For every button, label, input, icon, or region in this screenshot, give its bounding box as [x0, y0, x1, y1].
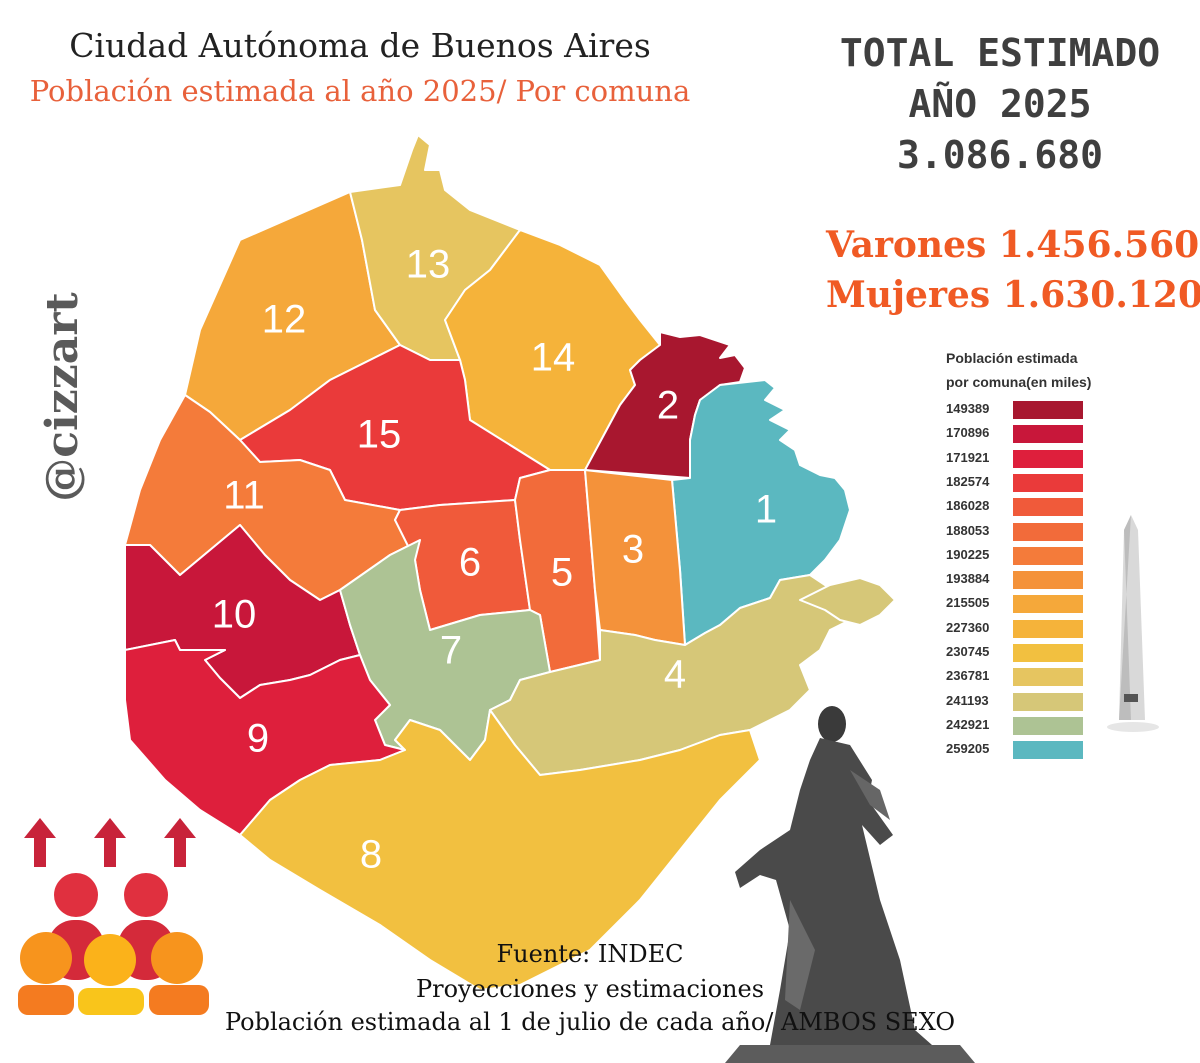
legend-value: 236781 — [946, 668, 990, 684]
legend-value: 190225 — [946, 546, 990, 562]
obelisk-icon — [1107, 515, 1159, 732]
legend-item: 230745 — [946, 641, 1086, 665]
comuna-label-3: 3 — [622, 528, 644, 572]
legend-item: 149389 — [946, 398, 1086, 422]
total-label: TOTAL ESTIMADO — [839, 31, 1161, 75]
comuna-label-7: 7 — [440, 629, 462, 673]
legend-swatch — [1013, 425, 1083, 444]
legend-value: 259205 — [946, 741, 990, 757]
legend-item: 215505 — [946, 592, 1086, 616]
total-value: 3.086.680 — [897, 133, 1103, 177]
legend-item: 188053 — [946, 520, 1086, 544]
legend-swatch — [1013, 595, 1083, 614]
legend-value: 188053 — [946, 522, 990, 538]
legend-value: 241193 — [946, 692, 989, 708]
legend-item: 170896 — [946, 422, 1086, 446]
map-title: Ciudad Autónoma de Buenos Aires — [69, 26, 651, 65]
legend-swatch — [1013, 692, 1083, 711]
legend-swatch — [1013, 401, 1083, 419]
legend-value: 215505 — [946, 595, 990, 611]
source-line1: Fuente: INDEC — [496, 940, 684, 968]
population-growth-icon — [18, 818, 209, 1015]
legend-title-line1: Población estimada — [946, 350, 1078, 366]
statue-icon — [725, 706, 975, 1063]
map-subtitle: Población estimada al año 2025/ Por comu… — [29, 74, 691, 108]
comuna-label-2: 2 — [657, 384, 679, 428]
legend-swatch — [1013, 668, 1083, 687]
legend-value: 170896 — [946, 425, 990, 441]
legend-swatch — [1013, 546, 1083, 565]
legend-value: 186028 — [946, 498, 990, 514]
legend-swatch — [1013, 619, 1083, 638]
legend-value: 171921 — [946, 449, 990, 465]
legend-item: 186028 — [946, 495, 1086, 519]
source-line3: Población estimada al 1 de julio de cada… — [224, 1008, 956, 1036]
females-total: Mujeres 1.630.120 — [826, 274, 1200, 316]
legend-swatch — [1013, 473, 1083, 492]
year-label: AÑO 2025 — [908, 82, 1092, 126]
comuna-label-15: 15 — [357, 413, 402, 457]
legend-value: 242921 — [946, 716, 990, 732]
legend-item: 171921 — [946, 447, 1086, 471]
comuna-label-9: 9 — [247, 717, 269, 761]
legend-item: 182574 — [946, 471, 1086, 495]
comuna-label-14: 14 — [531, 336, 576, 380]
comuna-label-4: 4 — [664, 653, 686, 697]
legend-swatch — [1013, 498, 1083, 517]
legend-value: 193884 — [946, 571, 990, 587]
legend-value: 230745 — [946, 644, 990, 659]
comuna-label-1: 1 — [755, 488, 777, 532]
legend-value: 182574 — [946, 473, 990, 489]
males-total: Varones 1.456.560 — [826, 224, 1200, 266]
legend-swatch — [1013, 741, 1083, 760]
comuna-8 — [239, 709, 761, 991]
source-line2: Proyecciones y estimaciones — [415, 975, 765, 1003]
comuna-label-13: 13 — [406, 243, 451, 287]
comuna-label-6: 6 — [459, 541, 481, 585]
legend-item: 236781 — [946, 665, 1086, 689]
legend-item: 241193 — [946, 690, 1086, 714]
comuna-4-coast — [799, 577, 896, 626]
comuna-9 — [124, 639, 406, 836]
legend-item: 227360 — [946, 617, 1086, 641]
legend-item: 193884 — [946, 568, 1086, 592]
comuna-label-11: 11 — [223, 474, 265, 518]
legend-item: 259205 — [946, 738, 1086, 762]
legend-swatch — [1013, 449, 1083, 468]
comuna-label-5: 5 — [551, 551, 573, 595]
legend-swatch — [1013, 716, 1083, 735]
comuna-label-8: 8 — [360, 833, 382, 877]
comuna-label-10: 10 — [212, 593, 257, 637]
legend-title-line2: por comuna(en miles) — [946, 374, 1092, 390]
legend-item: 190225 — [946, 544, 1086, 568]
comuna-label-12: 12 — [262, 298, 307, 342]
legend-value: 149389 — [946, 401, 990, 416]
legend-value: 227360 — [946, 619, 990, 635]
legend-swatch — [1013, 522, 1083, 541]
legend-swatch — [1013, 644, 1083, 662]
legend: Población estimada por comuna(en miles) … — [946, 346, 1092, 760]
legend-item: 242921 — [946, 714, 1086, 738]
legend-swatch — [1013, 571, 1083, 590]
